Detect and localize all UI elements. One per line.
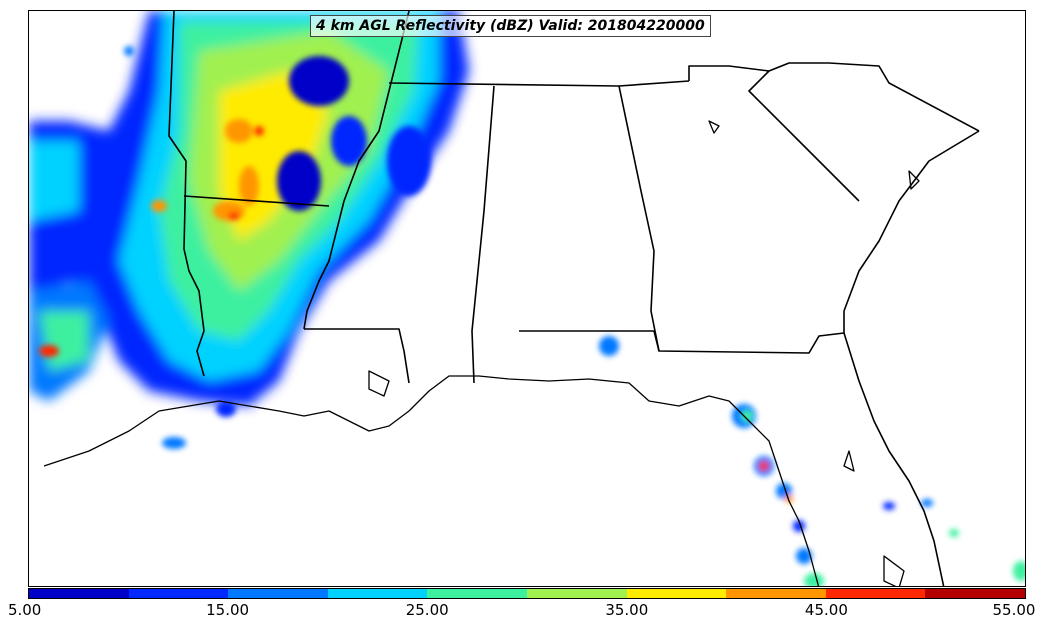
- colorbar-segment: [327, 589, 428, 598]
- coastline: [43, 120, 920, 586]
- reflectivity-map: [29, 11, 1025, 586]
- colorbar-tick-label: 15.00: [206, 601, 250, 619]
- colorbar-segment: [29, 589, 129, 598]
- map-title: 4 km AGL Reflectivity (dBZ) Valid: 20180…: [310, 15, 711, 37]
- colorbar: [28, 588, 1026, 599]
- colorbar-segment: [825, 589, 926, 598]
- colorbar-tick-label: 5.00: [7, 601, 42, 619]
- colorbar-segment: [526, 589, 627, 598]
- colorbar-segment: [726, 589, 826, 598]
- colorbar-tick-label: 55.00: [992, 601, 1036, 619]
- colorbar-tick-label: 25.00: [405, 601, 449, 619]
- colorbar-segment: [626, 589, 727, 598]
- colorbar-segment: [228, 589, 328, 598]
- colorbar-tick-label: 35.00: [605, 601, 649, 619]
- colorbar-segment: [925, 589, 1025, 598]
- colorbar-segment: [427, 589, 527, 598]
- state-boundaries: [168, 11, 980, 586]
- map-panel: [28, 10, 1026, 587]
- reflectivity-field: [29, 11, 1025, 586]
- colorbar-segment: [128, 589, 229, 598]
- colorbar-tick-label: 45.00: [804, 601, 848, 619]
